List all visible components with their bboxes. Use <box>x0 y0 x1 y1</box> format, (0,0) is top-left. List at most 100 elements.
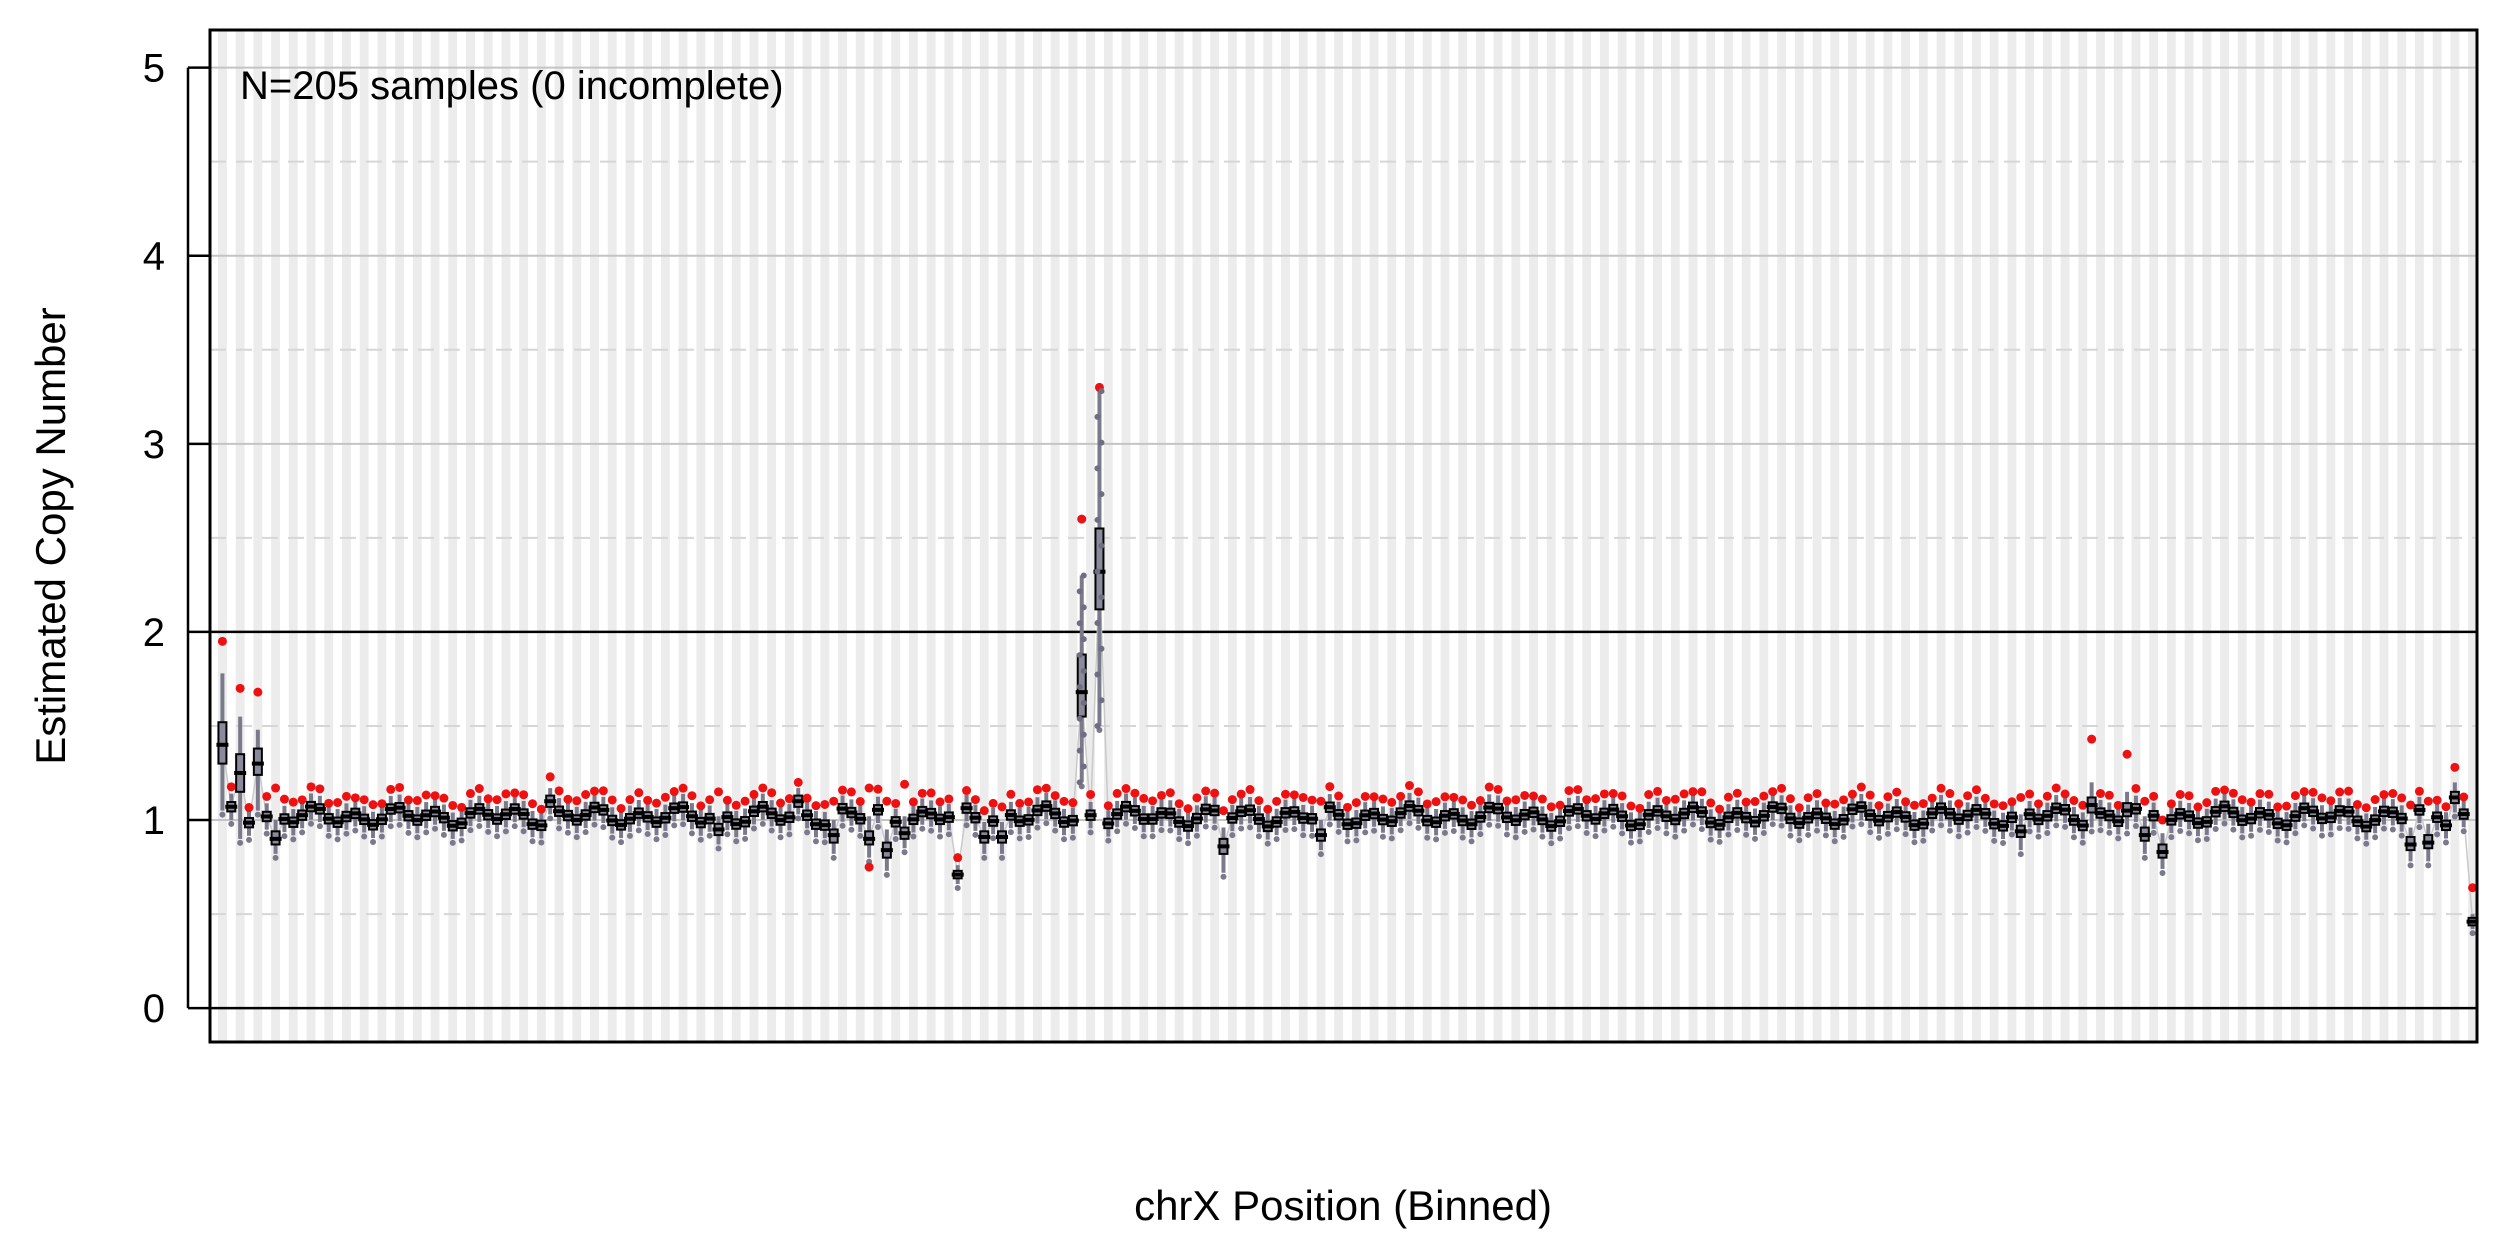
outlier-point <box>485 828 492 835</box>
highlight-point <box>1493 784 1503 794</box>
bin-boxplot <box>2183 791 2196 837</box>
highlight-point <box>519 790 529 800</box>
bin-band <box>1298 30 1308 1042</box>
highlight-point <box>1148 796 1158 806</box>
highlight-point <box>2149 791 2159 801</box>
outlier-point <box>246 836 253 843</box>
outlier-point <box>1681 827 1688 834</box>
outlier-point <box>963 822 970 829</box>
bin-boxplot <box>889 799 902 843</box>
highlight-point <box>1139 793 1149 803</box>
bin-band <box>1015 30 1025 1042</box>
bin-boxplot <box>1589 794 1602 840</box>
bin-band <box>1918 30 1928 1042</box>
bin-band <box>324 30 334 1042</box>
outlier-point <box>1098 594 1105 601</box>
highlight-point <box>1679 789 1689 799</box>
highlight-point <box>341 791 351 801</box>
highlight-point <box>527 799 537 809</box>
outlier-point <box>1663 830 1670 837</box>
bin-boxplot <box>1465 800 1478 845</box>
outlier-point <box>2363 840 2370 847</box>
bin-boxplot <box>1430 797 1443 843</box>
bin-band <box>1139 30 1149 1042</box>
highlight-point <box>864 862 874 872</box>
bin-boxplot <box>1571 785 1584 830</box>
outlier-point <box>1645 828 1652 835</box>
highlight-point <box>1272 796 1282 806</box>
outlier-point <box>2434 831 2441 838</box>
highlight-point <box>1360 791 1370 801</box>
outlier-point <box>1450 828 1457 835</box>
outlier-point <box>1080 636 1087 643</box>
highlight-point <box>1378 794 1388 804</box>
outlier-point <box>1734 827 1741 834</box>
outlier-point <box>1876 834 1883 841</box>
bin-band <box>1103 30 1113 1042</box>
highlight-point <box>1068 798 1078 808</box>
bin-band <box>1564 30 1574 1042</box>
highlight-point <box>1484 782 1494 792</box>
highlight-point <box>1343 802 1352 812</box>
bin-boxplot <box>1350 798 1363 844</box>
highlight-point <box>271 783 281 793</box>
outlier-point <box>1601 827 1608 834</box>
highlight-point <box>1245 785 1255 795</box>
highlight-point <box>2264 789 2274 799</box>
highlight-point <box>412 796 422 806</box>
bin-boxplot <box>2289 791 2302 837</box>
highlight-point <box>2397 793 2407 803</box>
highlight-point <box>2459 792 2469 802</box>
outlier-point <box>1388 835 1395 842</box>
outlier-point <box>1080 731 1087 738</box>
bin-boxplot <box>641 795 654 838</box>
outlier-point <box>1131 824 1138 831</box>
outlier-point <box>1094 722 1101 729</box>
outlier-point <box>1486 821 1493 828</box>
outlier-point <box>556 825 563 832</box>
bin-boxplot <box>517 790 530 835</box>
outlier-point <box>387 823 394 830</box>
highlight-point <box>2432 795 2442 805</box>
outlier-point <box>2212 825 2219 832</box>
bin-boxplot <box>2431 795 2444 838</box>
outlier-point <box>680 821 687 828</box>
highlight-point <box>554 786 564 796</box>
highlight-point <box>1298 792 1308 802</box>
bin-band <box>430 30 440 1042</box>
bin-band <box>1440 30 1450 1042</box>
outlier-point <box>2460 828 2467 835</box>
bin-band <box>306 30 316 1042</box>
highlight-point <box>1405 781 1415 791</box>
highlight-point <box>2140 796 2150 806</box>
bin-band <box>2025 30 2035 1042</box>
bin-band <box>288 30 298 1042</box>
bin-boxplot <box>437 793 450 838</box>
highlight-point <box>1688 787 1698 797</box>
bin-boxplot <box>234 683 247 846</box>
outlier-point <box>635 827 642 834</box>
highlight-point <box>492 795 502 805</box>
bin-boxplot <box>1678 789 1691 834</box>
outlier-point <box>618 839 625 846</box>
highlight-point <box>740 796 750 806</box>
bin-boxplot <box>2014 792 2027 858</box>
outlier-point <box>600 824 607 831</box>
bin-boxplot <box>907 797 920 840</box>
highlight-point <box>731 800 741 810</box>
bin-boxplot <box>1616 791 1629 837</box>
bin-boxplot <box>1314 796 1327 858</box>
highlight-point <box>962 786 972 796</box>
outlier-point <box>609 834 616 841</box>
outlier-point <box>1619 830 1626 837</box>
outlier-point <box>671 822 678 829</box>
outlier-point <box>2389 826 2396 833</box>
bin-boxplot <box>544 772 557 822</box>
bin-boxplot <box>446 800 459 846</box>
bin-band <box>802 30 812 1042</box>
outlier-point <box>2336 825 2343 832</box>
highlight-point <box>652 798 662 808</box>
highlight-point <box>1316 796 1326 806</box>
highlight-point <box>917 788 927 798</box>
bin-boxplot <box>1093 382 1106 733</box>
